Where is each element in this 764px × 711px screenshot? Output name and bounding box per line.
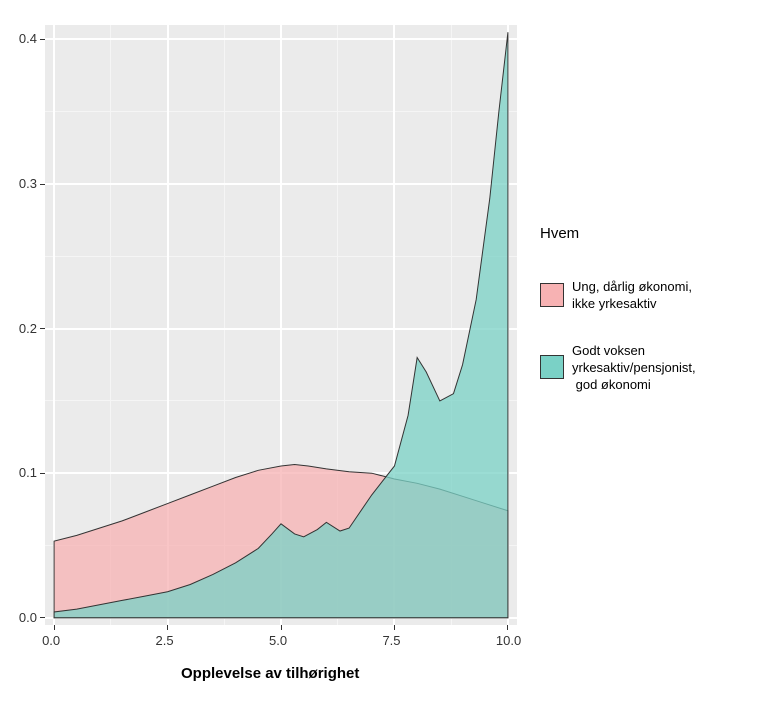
legend-label: Godt voksen yrkesaktiv/pensjonist, god ø… [572, 343, 696, 394]
y-tick-label: 0.4 [19, 31, 37, 46]
chart-container: Opplevelse av tilhørighet Hvem 0.0 2.5 5.0… [0, 0, 764, 711]
density-areas [0, 0, 527, 635]
x-tick [167, 625, 168, 630]
y-tick [40, 617, 45, 618]
y-tick-label: 0.3 [19, 176, 37, 191]
legend-swatch [540, 283, 564, 307]
legend-title: Hvem [540, 225, 579, 242]
x-tick-label: 5.0 [269, 633, 287, 648]
y-tick [40, 328, 45, 329]
y-tick-label: 0.1 [19, 465, 37, 480]
legend-label: Ung, dårlig økonomi, ikke yrkesaktiv [572, 279, 692, 313]
y-tick-label: 0.2 [19, 321, 37, 336]
x-tick-label: 7.5 [382, 633, 400, 648]
x-tick [394, 625, 395, 630]
x-tick [281, 625, 282, 630]
y-tick [40, 39, 45, 40]
x-tick [54, 625, 55, 630]
legend-swatch [540, 355, 564, 379]
x-tick [507, 625, 508, 630]
x-tick-label: 0.0 [42, 633, 60, 648]
x-tick-label: 10.0 [496, 633, 521, 648]
y-tick-label: 0.0 [19, 610, 37, 625]
y-tick [40, 473, 45, 474]
y-tick [40, 184, 45, 185]
x-axis-title: Opplevelse av tilhørighet [181, 665, 359, 682]
x-tick-label: 2.5 [156, 633, 174, 648]
